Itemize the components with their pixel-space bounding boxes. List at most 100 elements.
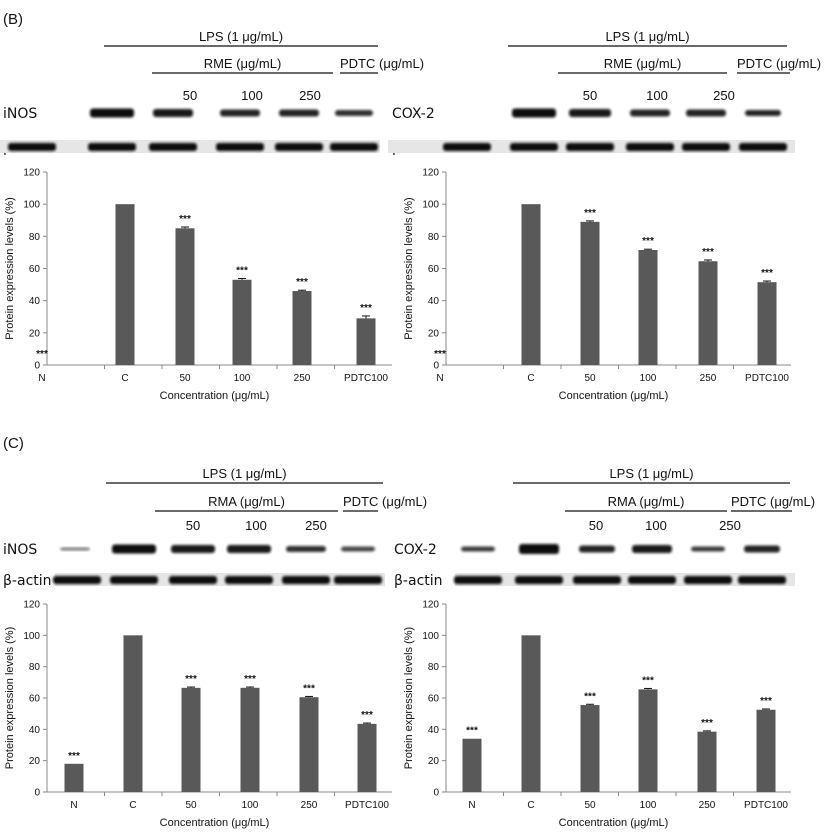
x-tick-label: PDTC100 [744, 800, 788, 811]
panels: LPS (1 μg/mL) RME (μg/mL) PDTC (μg/mL) 50 10… [0, 29, 821, 829]
dose-label-100: 100 [245, 518, 267, 533]
actin-band [110, 576, 158, 584]
bar-50 [580, 705, 600, 792]
pdtc-header: PDTC (μg/mL) [731, 494, 815, 509]
significance-marker: *** [179, 214, 191, 225]
x-tick-label: N [70, 800, 77, 811]
y-tick-label: 0 [34, 788, 40, 799]
dose-label-250: 250 [305, 518, 327, 533]
blot-panel-2: LPS (1 μg/mL) RME (μg/mL) PDTC (μg/mL) 50 10… [388, 29, 821, 156]
significance-marker: *** [701, 718, 713, 729]
target-band [632, 545, 672, 553]
significance-marker: *** [36, 349, 48, 360]
target-band [279, 109, 319, 117]
significance-marker: *** [642, 236, 654, 247]
bar-50 [175, 228, 195, 365]
bar-PDTC100 [757, 282, 777, 365]
actin-band [8, 143, 56, 151]
dose-label-50: 50 [186, 518, 200, 533]
significance-marker: *** [303, 683, 315, 694]
bar-250 [698, 261, 718, 365]
y-tick-label: 120 [422, 168, 439, 179]
target-band [691, 546, 725, 552]
y-tick-label: 120 [23, 168, 40, 179]
target-band [286, 546, 326, 552]
significance-marker: *** [361, 710, 373, 721]
x-tick-label: PDTC100 [344, 373, 388, 384]
x-tick-label: 100 [242, 800, 259, 811]
x-tick-label: 100 [640, 373, 657, 384]
actin-band [510, 143, 558, 151]
lps-header: LPS (1 μg/mL) [199, 29, 283, 44]
dose-label-50: 50 [183, 88, 197, 103]
y-tick-label: 60 [428, 264, 440, 275]
target-protein-label: iNOS [3, 106, 37, 122]
dose-label-50: 50 [583, 88, 597, 103]
significance-marker: *** [702, 247, 714, 258]
y-tick-label: 100 [422, 631, 439, 642]
y-tick-label: 120 [422, 600, 439, 611]
significance-marker: *** [760, 696, 772, 707]
target-band [512, 108, 556, 118]
target-band [171, 545, 215, 553]
significance-marker: *** [761, 268, 773, 279]
bar-250 [299, 697, 319, 792]
lps-header: LPS (1 μg/mL) [605, 29, 689, 44]
y-axis-title: Protein expression levels (%) [403, 197, 415, 339]
actin-band [275, 143, 323, 151]
actin-band [169, 576, 217, 584]
x-tick-label: 50 [584, 373, 596, 384]
bar-chart-4: 0 20 40 60 80 100 120 Protein expression levels… [403, 600, 791, 829]
y-tick-label: 60 [428, 694, 440, 705]
x-tick-label: C [129, 800, 136, 811]
x-tick-label: C [527, 373, 534, 384]
significance-marker: *** [360, 303, 372, 314]
x-axis-title: Concentration (μg/mL) [160, 817, 270, 829]
significance-marker: *** [296, 277, 308, 288]
dose-label-250: 250 [713, 88, 735, 103]
actin-band [334, 576, 382, 584]
dose-label-250: 250 [719, 518, 741, 533]
extract-header: RME (μg/mL) [604, 56, 682, 71]
y-tick-label: 100 [23, 631, 40, 642]
target-band [461, 546, 495, 552]
y-tick-label: 40 [428, 725, 440, 736]
x-tick-label: PDTC100 [345, 800, 389, 811]
significance-marker: *** [244, 674, 256, 685]
x-tick-label: C [121, 373, 128, 384]
target-band [744, 545, 780, 553]
x-tick-label: N [436, 373, 443, 384]
target-band [686, 109, 726, 117]
extract-header: RMA (μg/mL) [208, 494, 285, 509]
dose-label-100: 100 [646, 88, 668, 103]
y-tick-label: 20 [29, 756, 41, 767]
actin-band [216, 143, 264, 151]
target-band [227, 545, 271, 553]
blot-panel-4: LPS (1 μg/mL) RMA (μg/mL) PDTC (μg/mL) 50 10… [394, 466, 815, 589]
target-band [341, 546, 375, 552]
actin-band [88, 143, 136, 151]
actin-band [626, 143, 674, 151]
y-tick-label: 0 [433, 361, 439, 372]
bar-100 [240, 687, 260, 792]
bar-PDTC100 [357, 723, 377, 792]
y-tick-label: 100 [23, 200, 40, 211]
target-band [60, 547, 90, 551]
bar-chart-2: 0 20 40 60 80 100 120 Protein expression levels… [403, 168, 791, 402]
bar-250 [292, 291, 312, 365]
x-tick-label: 50 [185, 800, 197, 811]
x-tick-label: N [38, 373, 45, 384]
target-band [630, 109, 670, 117]
bar-N [64, 763, 84, 792]
bar-100 [638, 689, 658, 792]
x-tick-label: N [468, 800, 475, 811]
y-tick-label: 0 [433, 788, 439, 799]
target-band [335, 110, 373, 116]
bar-C [115, 204, 135, 365]
actin-band [330, 143, 378, 151]
extract-header: RME (μg/mL) [204, 56, 282, 71]
bar-50 [181, 687, 201, 792]
actin-band [225, 576, 273, 584]
x-axis-title: Concentration (μg/mL) [559, 817, 669, 829]
lps-header: LPS (1 μg/mL) [609, 466, 693, 481]
